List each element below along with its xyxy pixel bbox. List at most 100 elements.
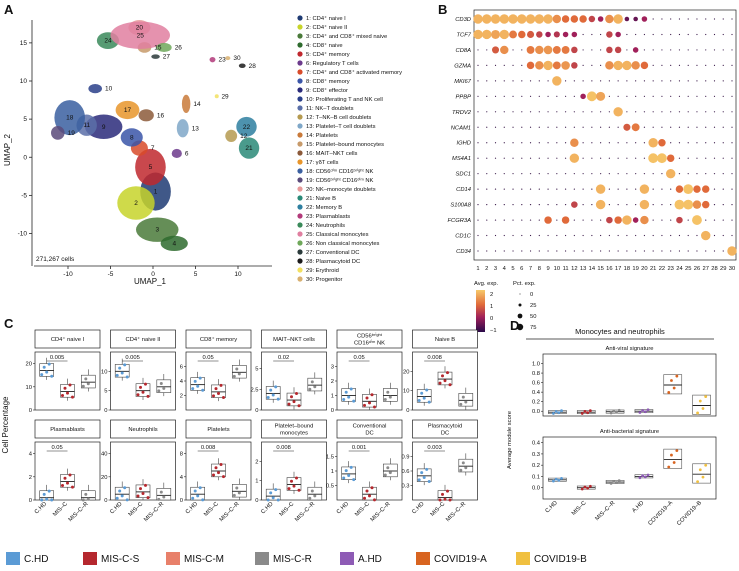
boxplot-point	[81, 498, 85, 502]
boxplot-point	[42, 492, 46, 496]
expression-dot	[670, 126, 672, 128]
expression-dot	[561, 216, 570, 224]
expression-dot	[713, 157, 716, 159]
legend-cluster-name: 14: Platelets	[306, 133, 338, 139]
legend-swatch	[297, 78, 303, 84]
expression-dot	[643, 126, 646, 128]
antibacterial-title: Anti-bacterial signature	[600, 429, 659, 435]
legend-label: A.HD	[358, 554, 382, 565]
expression-dot	[731, 49, 733, 51]
legend-cluster-name: 6: Regulatory T cells	[306, 61, 359, 67]
boxplot-point	[427, 480, 431, 484]
cluster-tick-label: 13	[580, 266, 586, 272]
expression-dot	[486, 234, 488, 237]
boxplot-point	[308, 387, 312, 391]
expression-dot	[683, 184, 694, 195]
expression-dot	[687, 49, 689, 51]
score-point	[609, 481, 613, 485]
boxplot-point	[217, 391, 220, 395]
boxplot-point	[61, 394, 64, 397]
expression-dot	[678, 80, 681, 82]
expression-dot	[608, 250, 610, 252]
expression-dot	[538, 142, 540, 144]
legend-label: C.HD	[24, 554, 48, 565]
expression-dot	[608, 142, 610, 144]
boxplot-point	[139, 385, 142, 389]
legend-cluster-name: 2: CD4⁺ naive II	[306, 24, 348, 31]
expression-dot	[608, 157, 610, 159]
expression-dot	[570, 138, 579, 147]
cluster-tick-label: 16	[606, 266, 612, 272]
expression-dot	[556, 188, 558, 190]
boxplot-point	[373, 498, 376, 502]
expression-dot	[521, 188, 523, 190]
expression-dot	[591, 142, 593, 144]
boxplot-strip	[336, 419, 403, 439]
expression-dot	[582, 234, 584, 237]
expression-dot	[652, 80, 654, 82]
boxplot-y-tick-label: 0.3	[401, 484, 409, 490]
boxplot-x-label: C.HD	[185, 501, 199, 515]
boxplot-y-tick-label: 8	[180, 452, 183, 458]
expression-dot	[617, 157, 619, 159]
boxplot-y-tick-label: 5	[255, 367, 258, 373]
score-point	[646, 473, 650, 477]
expression-dot	[626, 234, 628, 237]
score-point	[560, 409, 563, 413]
expression-dot	[503, 95, 505, 97]
expression-dot	[678, 95, 681, 97]
expression-dot	[713, 234, 716, 237]
expression-dot	[722, 173, 724, 175]
expression-dot	[713, 18, 716, 20]
expression-dot	[595, 199, 606, 210]
boxplot-y-tick-label: 20	[101, 475, 107, 481]
boxplot-point	[118, 366, 122, 370]
expression-dot	[556, 111, 558, 113]
expression-dot	[512, 126, 514, 128]
expression-dot	[722, 219, 724, 221]
expression-dot	[731, 219, 733, 221]
umap-cluster-label: 22	[243, 124, 251, 131]
boxplot-point	[120, 494, 124, 498]
expression-dot	[600, 80, 602, 82]
expression-dot	[552, 14, 562, 24]
boxplot-y-tick-label: 0	[331, 408, 334, 414]
expression-dot	[731, 111, 733, 113]
expression-dot	[731, 234, 733, 237]
expression-dot	[600, 111, 602, 113]
boxplot-point	[417, 399, 421, 403]
expression-dot	[606, 46, 613, 54]
expression-dot	[529, 142, 532, 144]
expression-dot	[521, 219, 523, 221]
boxplot-y-tick-label: 1	[331, 394, 334, 400]
expression-dot	[571, 201, 578, 208]
boxplot-y-tick-label: 10	[403, 389, 409, 395]
umap-y-tick-label: 5	[23, 116, 27, 123]
expression-dot	[696, 250, 698, 252]
boxplot-point	[47, 489, 51, 493]
expression-dot	[705, 80, 707, 82]
cluster-tick-label: 27	[702, 266, 708, 272]
legend-swatch-6	[516, 552, 530, 565]
score-point	[580, 487, 584, 491]
expression-dot	[678, 33, 681, 36]
score-point	[641, 474, 645, 478]
score-point	[698, 468, 702, 472]
expression-dot	[617, 250, 619, 252]
expression-dot	[570, 15, 579, 23]
color-legend-tick: 2	[490, 292, 493, 298]
boxplot-point	[66, 481, 69, 485]
boxplot-point	[383, 473, 387, 477]
expression-dot	[512, 111, 514, 113]
legend-cluster-name: 20: NK–monocyte doublets	[306, 187, 376, 193]
boxplot-strip	[412, 329, 478, 349]
boxplot-point	[115, 373, 119, 377]
cluster-tick-label: 2	[485, 266, 488, 272]
legend-swatch	[297, 222, 303, 228]
expression-dot	[564, 80, 567, 82]
boxplot-point	[365, 489, 369, 493]
umap-cluster-26	[156, 42, 172, 53]
score-point	[609, 411, 613, 415]
boxplot-point	[136, 494, 140, 498]
boxplot-point	[292, 484, 296, 488]
